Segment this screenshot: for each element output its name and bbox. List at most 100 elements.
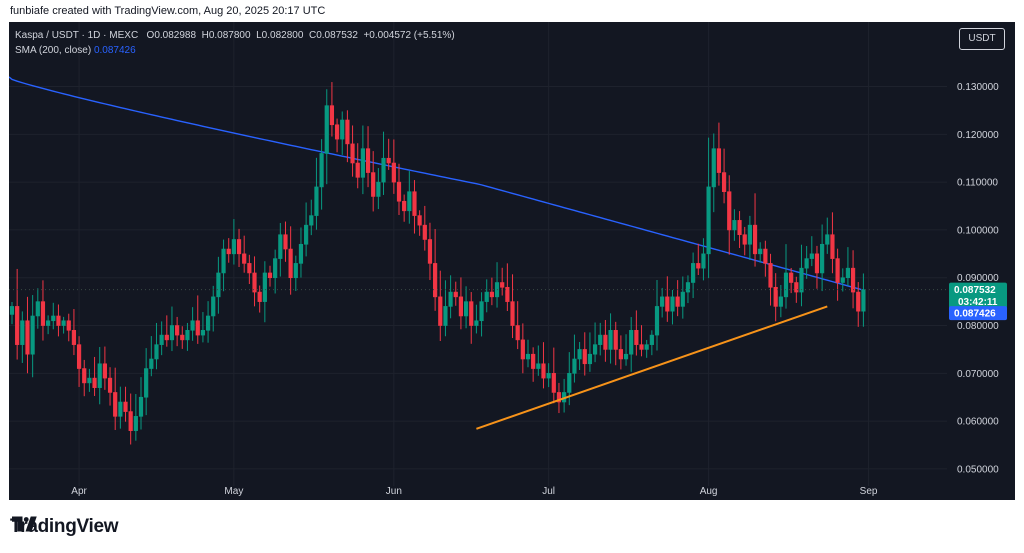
candle-141 [737, 211, 742, 248]
candle-32 [175, 316, 180, 347]
candle-144 [752, 193, 758, 267]
time-tick-label: Jun [386, 486, 402, 497]
candle-87 [458, 277, 464, 330]
candle-64 [340, 111, 345, 155]
candle-60 [319, 139, 324, 210]
high-label: H [201, 30, 209, 41]
tradingview-wordmark: TradingView [10, 516, 119, 537]
candle-121 [634, 310, 639, 356]
candle-70 [371, 151, 376, 212]
candle-112 [587, 332, 593, 372]
candlestick-chart[interactable]: 0.130000 0.120000 0.110000 0.100000 0.090000… [9, 22, 1015, 500]
candle-123 [644, 339, 649, 358]
close-value: 0.087532 [316, 30, 358, 41]
candle-113 [592, 322, 598, 363]
candle-65 [345, 110, 350, 163]
sma-line-layer [9, 76, 864, 291]
candle-2 [20, 311, 25, 363]
candle-7 [46, 315, 51, 335]
candle-116 [608, 313, 613, 364]
candle-19 [107, 367, 113, 406]
candle-159 [830, 212, 835, 274]
candle-50 [267, 265, 273, 287]
candle-153 [799, 244, 804, 307]
tradingview-logo[interactable]: TradingView [10, 515, 119, 539]
candle-18 [102, 346, 107, 390]
candle-124 [649, 330, 654, 356]
candle-146 [763, 240, 768, 277]
price-tick-label: 0.060000 [957, 417, 999, 428]
candle-53 [283, 221, 288, 262]
candle-0 [9, 302, 15, 325]
candle-130 [680, 276, 685, 319]
candle-85 [448, 275, 453, 319]
candle-4 [30, 295, 35, 378]
candle-61 [324, 89, 329, 185]
time-tick-label: Sep [860, 486, 878, 497]
candle-62 [329, 82, 335, 137]
chart-caption: funbiafe created with TradingView.com, A… [10, 5, 326, 17]
candle-48 [257, 285, 262, 313]
candle-8 [51, 302, 56, 330]
candle-102 [536, 345, 541, 376]
candle-1 [15, 268, 20, 360]
candle-25 [138, 377, 144, 430]
candle-36 [195, 295, 200, 344]
candle-69 [365, 126, 371, 188]
candle-156 [814, 245, 820, 289]
candle-89 [469, 292, 474, 344]
candle-117 [613, 321, 618, 366]
candle-162 [845, 247, 851, 287]
candle-9 [56, 304, 61, 337]
candle-133 [696, 243, 701, 276]
price-tick-label: 0.050000 [957, 464, 999, 475]
candle-14 [82, 359, 87, 397]
currency-button[interactable]: USDT [959, 28, 1005, 50]
candle-99 [520, 323, 525, 374]
candle-109 [572, 334, 577, 383]
candle-54 [288, 226, 293, 295]
candle-45 [242, 235, 247, 273]
candle-128 [670, 289, 675, 325]
open-value: 0.082988 [154, 30, 197, 41]
candle-79 [417, 210, 422, 236]
candle-158 [825, 217, 830, 254]
candle-101 [531, 347, 536, 382]
price-tick-label: 0.070000 [957, 369, 999, 380]
chart-area[interactable]: 0.130000 0.120000 0.110000 0.100000 0.090000… [9, 22, 1015, 500]
sma-label[interactable]: SMA (200, close) [15, 45, 92, 56]
candle-52 [278, 223, 283, 277]
sma-row: SMA (200, close) 0.087426 [15, 45, 455, 56]
candle-142 [742, 226, 747, 256]
candle-96 [505, 263, 510, 312]
candle-120 [629, 317, 634, 372]
candle-127 [665, 276, 670, 322]
candle-86 [453, 281, 458, 306]
candle-134 [701, 238, 706, 281]
candle-107 [562, 378, 567, 413]
candle-3 [25, 296, 30, 374]
candle-27 [149, 336, 154, 377]
candle-118 [618, 335, 623, 370]
candle-15 [87, 368, 92, 392]
symbol-label[interactable]: Kaspa / USDT · 1D · MEXC [15, 30, 139, 41]
candle-21 [118, 386, 123, 429]
candle-84 [443, 280, 448, 337]
candle-81 [427, 222, 433, 281]
price-tick-label: 0.130000 [957, 82, 999, 93]
candle-40 [216, 256, 221, 314]
candle-148 [773, 273, 778, 322]
price-tick-label: 0.080000 [957, 321, 999, 332]
candle-161 [840, 268, 845, 292]
support-trendline[interactable] [476, 305, 828, 430]
candle-51 [273, 249, 278, 294]
candle-135 [706, 137, 711, 279]
trendline-layer [9, 289, 947, 430]
candle-119 [623, 334, 629, 366]
candle-90 [474, 304, 479, 334]
candle-5 [35, 288, 40, 329]
close-label: C [308, 30, 317, 41]
candle-95 [500, 267, 505, 296]
svg-text:0.087532: 0.087532 [954, 285, 996, 296]
candle-136 [711, 133, 716, 213]
